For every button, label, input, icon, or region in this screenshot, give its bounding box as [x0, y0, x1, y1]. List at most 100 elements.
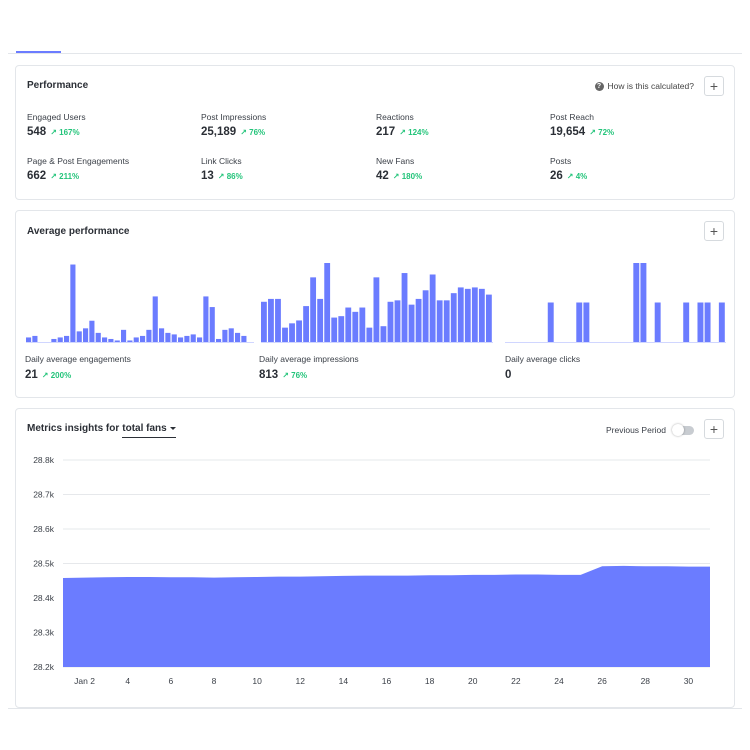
average-performance-title: Average performance [27, 226, 130, 237]
performance-card: Performance ? How is this calculated? + … [15, 65, 735, 200]
metric-change: ↗ 76% [282, 371, 308, 380]
impression-bar [261, 301, 267, 342]
metric-label: Reactions [376, 112, 414, 122]
click-bar [654, 302, 661, 342]
impression-bar [352, 311, 359, 342]
engagement-bar [95, 332, 101, 342]
metric-label: Post Reach [550, 112, 594, 122]
impression-bar [464, 288, 471, 342]
engagement-bar [108, 338, 114, 342]
impression-bar [268, 298, 274, 342]
impression-bar [324, 263, 331, 342]
engagement-bar [133, 337, 139, 342]
engagement-bar [26, 337, 32, 342]
impression-bar [338, 316, 345, 342]
metric-link-clicks: Link Clicks 13 ↗ 86% [201, 156, 371, 182]
x-tick-label: Jan 2 [74, 676, 95, 686]
impression-bar [478, 288, 485, 342]
total-fans-area [63, 565, 710, 667]
click-bar [576, 302, 583, 342]
metric-change: ↗ 72% [589, 128, 615, 137]
metric-change: ↗ 124% [399, 128, 429, 137]
engagement-bar [57, 337, 63, 342]
metric-dropdown[interactable]: total fans [122, 423, 176, 438]
x-tick-label: 14 [339, 676, 349, 686]
insights-title: Metrics insights for total fans [27, 423, 176, 438]
toggle-knob [672, 424, 684, 436]
click-bar [718, 302, 725, 342]
x-tick-label: 30 [684, 676, 694, 686]
engagement-bar [209, 307, 215, 342]
engagement-bar [216, 338, 222, 342]
y-tick-label: 28.3k [33, 628, 55, 638]
x-tick-label: 16 [382, 676, 392, 686]
performance-add-button[interactable]: + [704, 76, 724, 96]
metric-change: ↗ 4% [566, 172, 588, 181]
metric-label: Post Impressions [201, 112, 267, 122]
metric-label: Link Clicks [201, 156, 242, 166]
metrics-insights-card: Metrics insights for total fans Previous… [15, 408, 735, 708]
impression-bar [415, 298, 422, 342]
metric-value: 25,189 [201, 126, 237, 138]
engagement-bar [89, 320, 95, 342]
impression-bar [408, 304, 415, 342]
question-circle-icon: ? [594, 81, 604, 91]
impression-bar [310, 277, 317, 342]
engagement-bar [70, 264, 76, 342]
click-bar [697, 302, 704, 342]
engagement-bar [159, 328, 165, 342]
click-bar [683, 302, 690, 342]
x-tick-label: 20 [468, 676, 478, 686]
metric-new-fans: New Fans 42 ↗ 180% [376, 156, 546, 182]
impression-bar [380, 326, 387, 342]
avg-label-clicks: Daily average clicks [505, 354, 581, 364]
impression-bar [317, 298, 324, 342]
engagement-bar [235, 332, 241, 342]
how-calculated-label: How is this calculated? [607, 81, 694, 91]
arrow-up-right-icon: ↗ [566, 172, 574, 181]
engagement-bar [197, 337, 203, 342]
arrow-up-right-icon: ↗ [282, 371, 289, 380]
click-bar [547, 302, 554, 342]
impression-bar [436, 300, 443, 342]
average-add-button[interactable]: + [704, 221, 724, 241]
y-tick-label: 28.6k [33, 524, 55, 534]
engagement-bar [222, 329, 228, 342]
insights-add-button[interactable]: + [704, 419, 724, 439]
how-calculated-link[interactable]: ? How is this calculated? [594, 81, 694, 91]
engagement-bar [114, 340, 120, 342]
y-tick-label: 28.5k [33, 559, 55, 569]
engagement-bar [171, 334, 177, 342]
previous-period-toggle[interactable] [672, 424, 694, 436]
metric-dropdown-value: total fans [122, 423, 167, 434]
x-tick-label: 28 [641, 676, 651, 686]
click-bar [704, 302, 711, 342]
metric-label: Engaged Users [27, 112, 86, 122]
engagement-bar [76, 331, 82, 342]
total-fans-area-chart: 28.2k 28.3k 28.4k 28.5k 28.6k 28.7k 28.8k Jan 2… [33, 455, 710, 686]
metric-engaged-users: Engaged Users 548 ↗ 167% [27, 112, 197, 138]
metric-value: 548 [27, 126, 47, 138]
performance-title: Performance [27, 80, 89, 91]
engagement-bar [152, 296, 158, 342]
engagement-bar [228, 328, 234, 342]
impression-bar [373, 277, 380, 342]
average-sparkline-charts [26, 263, 726, 343]
plus-icon: + [709, 78, 719, 94]
click-bar [640, 263, 647, 342]
metric-label: New Fans [376, 156, 415, 166]
avg-value: 813 [259, 369, 279, 381]
impression-bar [296, 320, 302, 342]
engagement-bar [83, 328, 89, 342]
active-tab-indicator [16, 51, 61, 53]
avg-value-clicks-row: 0 [505, 369, 511, 381]
arrow-up-right-icon: ↗ [399, 128, 406, 137]
arrow-up-right-icon: ↗ [50, 128, 57, 137]
engagement-bar [121, 329, 127, 342]
click-bar [583, 302, 590, 342]
arrow-up-right-icon: ↗ [240, 128, 247, 137]
avg-value-engagements-row: 21 ↗ 200% [25, 369, 71, 381]
insights-title-prefix: Metrics insights for [27, 423, 120, 434]
metric-label: Page & Post Engagements [27, 156, 130, 166]
bottom-divider [8, 708, 742, 709]
